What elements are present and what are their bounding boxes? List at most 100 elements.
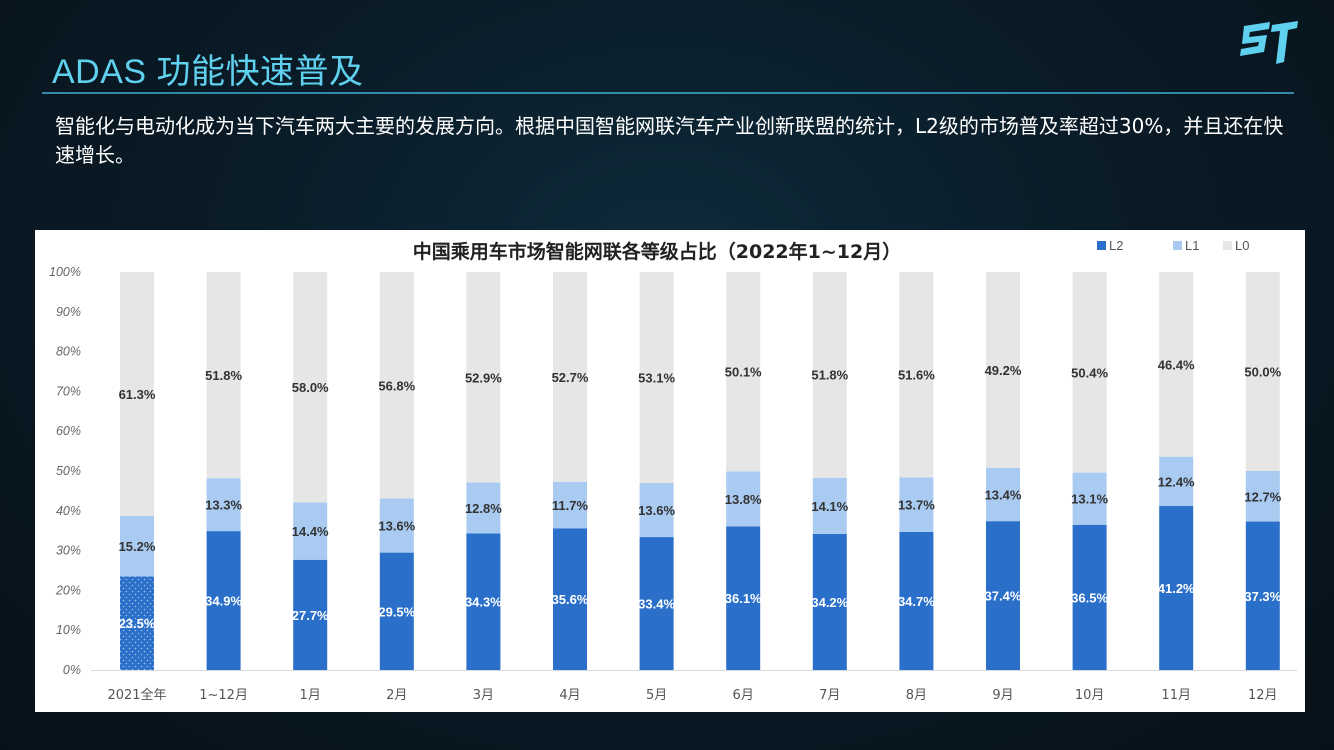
y-tick-label: 60% — [56, 424, 81, 438]
data-label-l0: 56.8% — [378, 378, 415, 393]
bar-l1-segment — [812, 477, 847, 534]
x-tick-label: 9月 — [992, 688, 1013, 703]
bar-l0-segment — [986, 272, 1020, 468]
bar-l1-segment — [293, 502, 328, 560]
data-label-l1: 13.1% — [1071, 492, 1108, 507]
data-label-l0: 51.6% — [898, 368, 935, 383]
bar-l0-segment — [639, 272, 674, 483]
bar-l1-segment — [986, 467, 1020, 522]
bar-l1-segment — [1245, 471, 1280, 522]
data-label-l2: 41.2% — [1158, 581, 1195, 596]
data-label-l0: 50.0% — [1244, 365, 1281, 380]
data-label-l2: 34.3% — [465, 595, 502, 610]
title-divider — [42, 92, 1294, 94]
chart-title: 中国乘用车市场智能网联各等级占比（2022年1~12月） — [413, 240, 901, 263]
data-label-l2: 34.9% — [205, 594, 242, 609]
bar-l2-segment — [1245, 521, 1280, 670]
data-label-l1: 13.6% — [378, 519, 415, 534]
x-tick-label: 1~12月 — [199, 688, 248, 703]
data-label-l1: 12.4% — [1158, 474, 1195, 489]
bar-l1-segment — [379, 498, 414, 553]
bar-l2-segment — [1072, 524, 1107, 670]
data-label-l2: 27.7% — [292, 608, 329, 623]
data-label-l0: 52.7% — [552, 370, 589, 385]
legend-label-l1: L1 — [1185, 238, 1199, 253]
x-tick-label: 8月 — [906, 688, 927, 703]
bar-l0-segment — [206, 272, 241, 479]
bar-l2-segment — [120, 576, 154, 670]
bar-l2-segment — [726, 526, 761, 670]
data-label-l1: 13.8% — [725, 492, 762, 507]
x-tick-label: 11月 — [1161, 688, 1191, 703]
data-label-l0: 61.3% — [119, 387, 156, 402]
data-label-l2: 34.2% — [811, 595, 848, 610]
bar-l1-segment — [553, 481, 587, 529]
data-label-l0: 58.0% — [292, 380, 329, 395]
data-label-l2: 36.1% — [725, 591, 762, 606]
bar-l2-segment — [812, 533, 847, 670]
data-label-l2: 37.3% — [1244, 589, 1281, 604]
x-tick-label: 4月 — [559, 688, 580, 703]
chart-panel: 中国乘用车市场智能网联各等级占比（2022年1~12月） L2 L1 L0 0% 10% 2… — [35, 230, 1305, 712]
bar-l0-segment — [466, 272, 501, 483]
data-label-l2: 35.6% — [552, 592, 589, 607]
bar-l2-segment — [379, 552, 414, 670]
bar-l1-segment — [726, 471, 761, 527]
bar-l2-segment — [466, 533, 501, 670]
data-label-l2: 36.5% — [1071, 590, 1108, 605]
bar-l0-segment — [899, 272, 934, 478]
data-label-l1: 15.2% — [119, 539, 156, 554]
y-tick-label: 100% — [49, 265, 81, 279]
data-label-l2: 29.5% — [378, 604, 415, 619]
data-label-l0: 51.8% — [205, 368, 242, 383]
data-label-l0: 52.9% — [465, 370, 502, 385]
data-label-l2: 23.5% — [119, 616, 156, 631]
bar-l0-segment — [1245, 272, 1280, 471]
y-tick-label: 40% — [56, 504, 81, 518]
bar-l2-segment — [986, 521, 1020, 670]
bar-l2-segment — [899, 531, 934, 670]
legend-swatch-l1 — [1173, 241, 1182, 250]
bar-l1-segment — [899, 477, 934, 532]
x-tick-label: 5月 — [646, 688, 667, 703]
bar-l1-segment — [1159, 456, 1194, 507]
bar-l0-segment — [379, 272, 414, 499]
legend-label-l2: L2 — [1109, 238, 1123, 253]
legend-swatch-l2 — [1097, 241, 1106, 250]
bar-l2-segment — [639, 537, 674, 670]
data-label-l0: 46.4% — [1158, 357, 1195, 372]
x-tick-label: 7月 — [819, 688, 840, 703]
bar-l1-segment — [1072, 472, 1107, 525]
bar-l2-segment — [1159, 506, 1194, 670]
bar-l2-segment — [553, 528, 587, 670]
bar-l0-segment — [293, 272, 328, 503]
x-tick-label: 1月 — [300, 688, 321, 703]
bar-l1-segment — [639, 482, 674, 538]
data-label-l2: 34.7% — [898, 594, 935, 609]
bar-l2-segment — [206, 531, 241, 670]
stacked-bar-chart: 中国乘用车市场智能网联各等级占比（2022年1~12月） L2 L1 L0 0% 10% 2… — [49, 238, 1297, 703]
bar-l0-segment — [120, 272, 154, 516]
bar-l0-segment — [1159, 272, 1194, 457]
brand-logo-icon — [1240, 21, 1298, 64]
data-label-l0: 49.2% — [985, 363, 1022, 378]
data-label-l1: 13.7% — [898, 498, 935, 513]
intro-text: 智能化与电动化成为当下汽车两大主要的发展方向。根据中国智能网联汽车产业创新联盟的… — [55, 114, 1284, 167]
x-tick-label: 2021全年 — [107, 687, 166, 703]
bar-l0-segment — [1072, 272, 1107, 473]
data-label-l2: 33.4% — [638, 597, 675, 612]
bar-l1-segment — [466, 482, 501, 534]
bar-l1-segment — [120, 515, 154, 577]
bar-l0-segment — [726, 272, 761, 472]
x-tick-label: 2月 — [386, 688, 407, 703]
bar-l0-segment — [553, 272, 587, 482]
x-tick-label: 12月 — [1248, 688, 1278, 703]
legend-swatch-l0 — [1223, 241, 1232, 250]
data-label-l1: 12.8% — [465, 501, 502, 516]
data-label-l0: 50.1% — [725, 365, 762, 380]
data-label-l1: 13.4% — [985, 487, 1022, 502]
y-tick-label: 90% — [56, 305, 81, 319]
data-label-l0: 50.4% — [1071, 365, 1108, 380]
data-label-l1: 13.6% — [638, 503, 675, 518]
y-tick-label: 50% — [56, 464, 81, 478]
